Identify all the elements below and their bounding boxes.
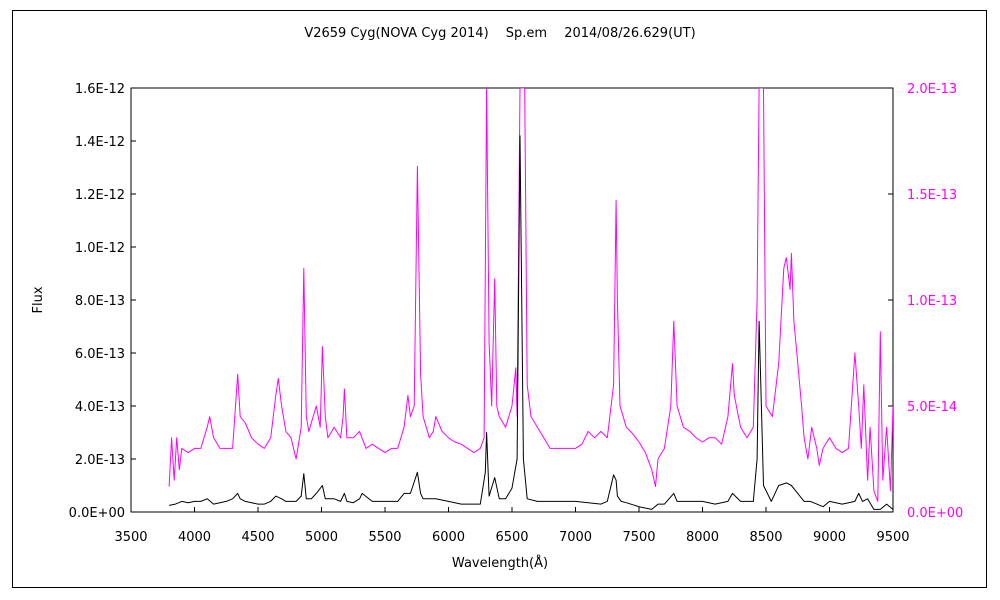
x-tick-label: 6500 <box>495 530 528 545</box>
left-tick-label: 1.6E-12 <box>75 82 125 97</box>
x-tick-label: 3500 <box>114 530 147 545</box>
left-tick-label: 1.0E-12 <box>75 241 125 256</box>
x-tick-label: 8000 <box>686 530 719 545</box>
left-axis-series-line <box>168 135 893 510</box>
right-tick-label: 2.0E-13 <box>907 82 957 97</box>
right-axis-series-line <box>168 88 893 502</box>
x-axis: 3500 4000 4500 5000 5500 6000 6500 7000 7500 8000… <box>114 507 910 545</box>
series-layer <box>168 88 893 510</box>
right-tick-label: 5.0E-14 <box>907 400 957 415</box>
left-axis: 0.0E+00 2.0E-13 4.0E-13 6.0E-13 8.0E-13 1.0E-… <box>69 82 136 521</box>
left-tick-label: 1.4E-12 <box>75 135 125 150</box>
x-tick-label: 4000 <box>178 530 211 545</box>
x-tick-label: 9500 <box>876 530 909 545</box>
x-tick-label: 7500 <box>622 530 655 545</box>
right-tick-label: 0.0E+00 <box>907 506 963 521</box>
left-tick-label: 1.2E-12 <box>75 188 125 203</box>
x-tick-label: 9000 <box>813 530 846 545</box>
x-tick-label: 5000 <box>305 530 338 545</box>
left-tick-label: 6.0E-13 <box>75 347 125 362</box>
left-tick-label: 8.0E-13 <box>75 294 125 309</box>
y-axis-label: Flux <box>31 286 46 313</box>
x-tick-label: 5500 <box>368 530 401 545</box>
x-tick-label: 6000 <box>432 530 465 545</box>
chart-frame <box>12 10 987 588</box>
x-tick-label: 7000 <box>559 530 592 545</box>
x-tick-label: 8500 <box>749 530 782 545</box>
plot-area <box>130 87 894 513</box>
right-tick-label: 1.5E-13 <box>907 188 957 203</box>
left-tick-label: 2.0E-13 <box>75 453 125 468</box>
right-tick-label: 1.0E-13 <box>907 294 957 309</box>
right-axis: 0.0E+00 5.0E-14 1.0E-13 1.5E-13 2.0E-13 <box>888 82 963 521</box>
left-tick-label: 4.0E-13 <box>75 400 125 415</box>
chart-title: V2659 Cyg(NOVA Cyg 2014) Sp.em 2014/08/2… <box>304 26 695 41</box>
left-tick-label: 0.0E+00 <box>69 506 125 521</box>
x-axis-label: Wavelength(Å) <box>452 555 548 571</box>
x-tick-label: 4500 <box>241 530 274 545</box>
